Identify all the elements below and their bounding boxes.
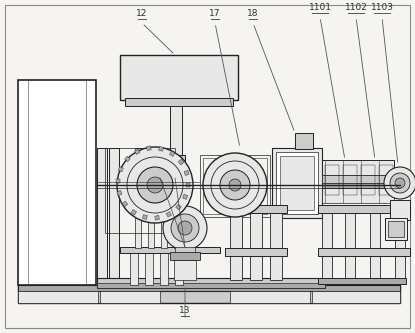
Text: 18: 18 [247,9,259,18]
Circle shape [178,221,192,235]
Bar [148,148,154,248]
Bar [18,285,400,291]
Bar [361,165,375,195]
Text: 17: 17 [209,9,221,18]
Bar [105,148,175,233]
Bar [183,194,188,199]
Bar [100,291,160,303]
Text: 1101: 1101 [308,3,332,12]
Bar [280,156,314,210]
Circle shape [395,178,405,188]
Bar [122,201,128,207]
Bar [270,205,282,280]
Circle shape [137,167,173,203]
Bar [161,148,167,248]
Bar [170,103,182,158]
Text: 1103: 1103 [371,3,393,12]
Circle shape [117,147,193,223]
Bar [125,98,233,106]
Bar [276,152,318,214]
Bar [97,148,107,285]
Bar [385,218,407,240]
Text: 12: 12 [136,9,148,18]
Bar [134,149,140,155]
Bar [145,250,153,285]
Bar [97,283,325,288]
Bar [130,250,138,285]
Bar [146,146,151,151]
Bar [325,165,339,195]
Text: 1102: 1102 [344,3,367,12]
Bar [225,248,287,256]
Bar [272,148,322,218]
Bar [97,278,325,288]
Bar [295,133,313,149]
Bar [155,215,159,220]
Bar [169,151,175,157]
Bar [170,252,200,260]
Bar [322,160,394,175]
Bar [388,221,404,237]
Bar [184,170,189,175]
Bar [174,260,196,280]
Bar [124,156,130,162]
Bar [395,205,405,280]
Bar [322,188,394,203]
Bar [186,183,190,187]
Text: 13: 13 [179,306,191,315]
Bar [18,80,96,285]
Bar [18,285,400,303]
Bar [230,205,242,280]
Bar [167,155,185,163]
Bar [166,211,171,217]
Bar [120,247,220,253]
Bar [135,148,141,248]
Circle shape [171,214,199,242]
Bar [143,215,147,219]
Bar [390,200,410,220]
Bar [343,165,357,195]
Circle shape [390,173,410,193]
Circle shape [229,179,241,191]
Bar [131,209,137,215]
Bar [178,159,184,165]
Circle shape [163,206,207,250]
Bar [318,278,406,284]
Bar [159,147,164,151]
Bar [322,205,332,280]
Bar [345,205,355,280]
Bar [118,166,123,172]
Bar [109,148,119,285]
Bar [318,248,410,256]
Circle shape [147,177,163,193]
Bar [175,250,183,285]
Circle shape [384,167,415,199]
Bar [370,205,380,280]
Bar [175,247,195,253]
Bar [176,204,181,210]
Bar [230,291,310,303]
Bar [160,250,168,285]
Bar [322,183,394,188]
Circle shape [220,170,250,200]
Bar [322,175,394,183]
Bar [18,291,98,303]
Bar [117,190,122,196]
Bar [379,165,393,195]
Bar [174,148,180,248]
Bar [312,291,400,303]
Bar [318,205,410,213]
Bar [120,55,238,100]
Bar [116,179,120,183]
Bar [200,155,270,217]
Bar [225,205,287,213]
Bar [250,205,262,280]
Circle shape [203,153,267,217]
Bar [203,158,267,214]
